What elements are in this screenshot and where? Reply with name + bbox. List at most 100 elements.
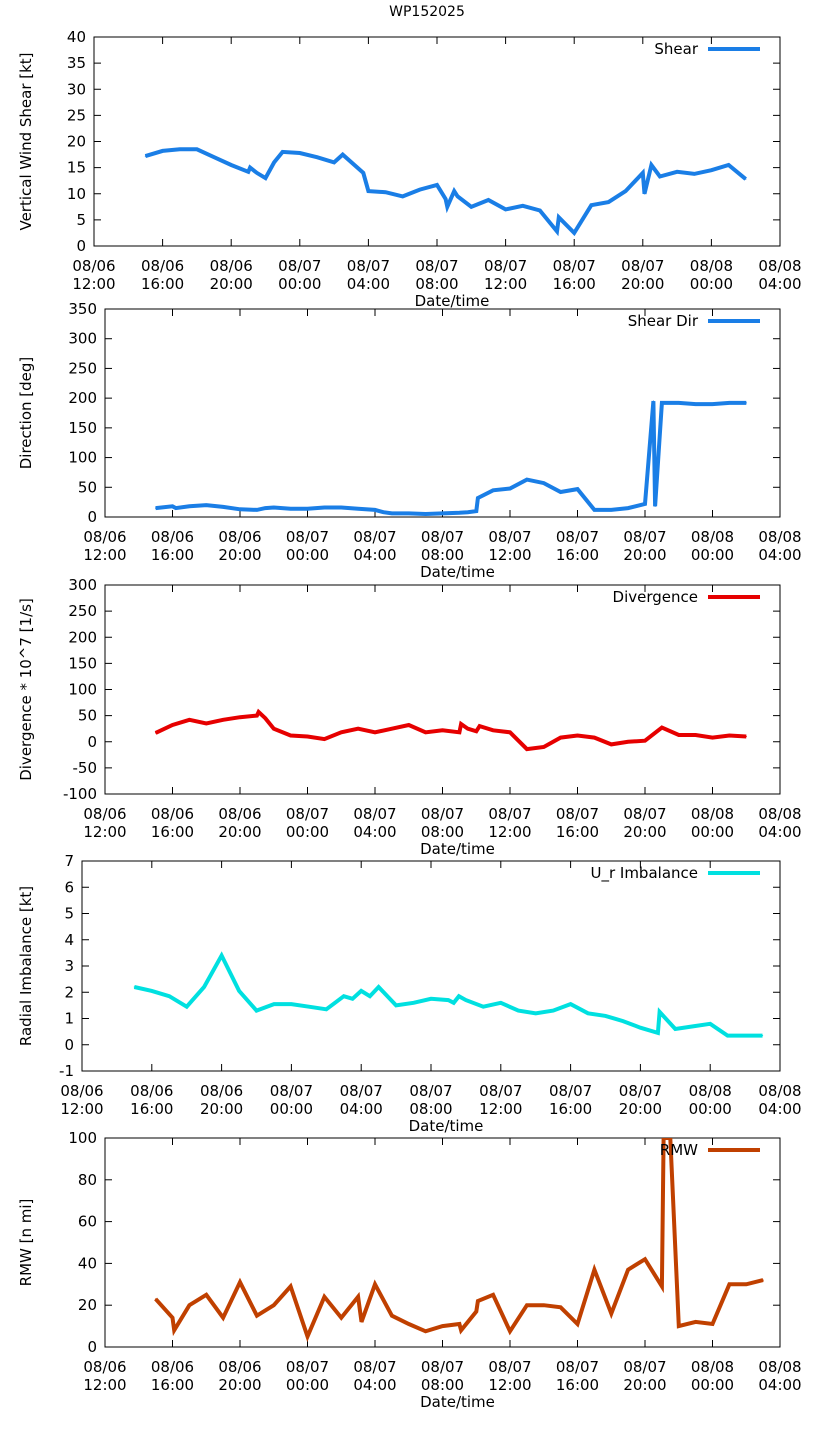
- data-point: [441, 1325, 444, 1327]
- x-tick-label-date: 08/08: [758, 257, 801, 275]
- x-tick-label-date: 08/07: [353, 1358, 396, 1376]
- data-point: [500, 1002, 502, 1004]
- data-point: [661, 402, 663, 404]
- data-point: [340, 1317, 342, 1319]
- x-axis-label: Date/time: [415, 292, 490, 310]
- data-point: [273, 728, 275, 730]
- data-point: [728, 1283, 730, 1285]
- data-point: [282, 151, 284, 153]
- data-point: [543, 1304, 545, 1306]
- x-tick-label-date: 08/08: [758, 1082, 801, 1100]
- x-tick-label-date: 08/07: [278, 257, 321, 275]
- x-tick-label-time: 16:00: [130, 1100, 173, 1118]
- x-tick-label-time: 16:00: [151, 546, 194, 564]
- data-point: [343, 995, 345, 997]
- data-point: [627, 741, 629, 743]
- data-point: [604, 1015, 607, 1017]
- data-point: [391, 728, 393, 730]
- x-tick-label-time: 00:00: [690, 275, 733, 293]
- data-point: [470, 206, 472, 208]
- x-tick-label-time: 08:00: [421, 546, 464, 564]
- data-point: [453, 190, 455, 192]
- data-point: [662, 1138, 665, 1139]
- data-point: [644, 740, 646, 742]
- x-tick-label-time: 04:00: [353, 823, 396, 841]
- y-axis-label: Direction [deg]: [17, 357, 35, 470]
- y-tick-label: 30: [67, 80, 86, 98]
- x-axis-label: Date/time: [420, 563, 495, 581]
- data-point: [273, 1304, 275, 1306]
- data-point: [644, 1258, 646, 1260]
- data-point: [264, 507, 266, 509]
- chart-4: -10123456708/0612:0008/0616:0008/0620:00…: [17, 852, 802, 1135]
- x-tick-label-time: 16:00: [151, 1376, 194, 1394]
- data-point: [188, 505, 190, 507]
- x-tick-label-date: 08/06: [218, 528, 261, 546]
- x-tick-label-time: 12:00: [488, 546, 531, 564]
- x-tick-label-time: 12:00: [60, 1100, 103, 1118]
- y-tick-label: 3: [64, 957, 74, 975]
- data-point: [323, 1296, 325, 1298]
- x-tick-label-date: 08/07: [421, 1358, 464, 1376]
- data-point: [273, 506, 275, 509]
- data-point: [340, 731, 342, 733]
- data-point: [674, 1028, 676, 1030]
- data-point: [168, 995, 170, 997]
- x-tick-label-time: 04:00: [347, 275, 390, 293]
- data-point: [573, 232, 575, 234]
- x-tick-label-date: 08/07: [623, 528, 666, 546]
- x-tick-label-time: 04:00: [758, 1100, 801, 1118]
- data-point: [644, 503, 646, 505]
- data-point: [576, 488, 579, 490]
- data-point: [467, 728, 469, 730]
- data-point: [552, 1010, 554, 1012]
- x-tick-label-time: 20:00: [200, 1100, 243, 1118]
- data-point: [475, 730, 477, 732]
- data-point: [290, 1285, 292, 1287]
- x-tick-label-date: 08/06: [83, 528, 126, 546]
- data-point: [560, 1306, 562, 1308]
- x-tick-label-date: 08/06: [141, 257, 184, 275]
- x-tick-label-time: 12:00: [83, 1376, 126, 1394]
- data-point: [378, 986, 380, 988]
- figure-title: WP152025: [389, 4, 465, 20]
- data-point: [133, 986, 135, 988]
- data-point: [727, 1034, 729, 1037]
- data-point: [657, 1032, 659, 1034]
- data-point: [173, 1329, 175, 1331]
- data-point: [607, 201, 610, 203]
- x-tick-label-date: 08/06: [218, 805, 261, 823]
- data-point: [728, 734, 730, 737]
- data-point: [643, 193, 646, 195]
- data-point: [453, 1002, 455, 1004]
- x-tick-label-time: 08:00: [415, 275, 458, 293]
- data-point: [162, 150, 164, 152]
- data-point: [374, 509, 376, 511]
- data-point: [155, 1298, 157, 1300]
- y-tick-label: 10: [67, 185, 86, 203]
- chart-1: 051015202530354008/0612:0008/0616:0008/0…: [17, 28, 802, 310]
- x-tick-label-time: 04:00: [758, 275, 801, 293]
- data-point: [627, 507, 629, 509]
- x-tick-label-time: 00:00: [278, 275, 321, 293]
- x-tick-label-date: 08/08: [758, 528, 801, 546]
- data-point: [255, 1010, 258, 1012]
- y-tick-label: 2: [64, 983, 74, 1001]
- data-point: [745, 178, 747, 180]
- x-axis-label: Date/time: [420, 1393, 495, 1411]
- x-tick-label-time: 20:00: [623, 546, 666, 564]
- data-point: [299, 152, 301, 154]
- data-point: [543, 482, 545, 484]
- series-line-shear-dir: [155, 400, 747, 517]
- x-axis-label: Date/time: [420, 840, 495, 858]
- x-tick-label-time: 12:00: [488, 823, 531, 841]
- y-tick-label: -1: [59, 1062, 74, 1080]
- data-point: [477, 1300, 479, 1302]
- y-tick-label: 25: [67, 106, 86, 124]
- data-point: [441, 729, 444, 731]
- x-tick-label-time: 20:00: [619, 1100, 662, 1118]
- data-point: [678, 1325, 680, 1327]
- data-point: [728, 402, 730, 404]
- x-tick-label-date: 08/07: [556, 1358, 599, 1376]
